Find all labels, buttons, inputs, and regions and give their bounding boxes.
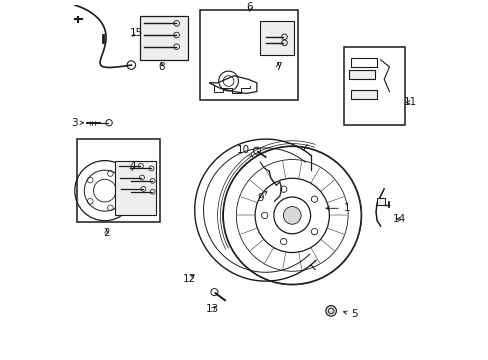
Text: 7: 7 xyxy=(274,62,281,72)
Text: 12: 12 xyxy=(183,274,196,284)
Circle shape xyxy=(325,306,336,316)
Text: 8: 8 xyxy=(158,62,164,72)
Text: 11: 11 xyxy=(403,97,416,107)
Text: 3: 3 xyxy=(71,118,83,128)
Polygon shape xyxy=(348,71,375,79)
Bar xyxy=(115,161,156,215)
Bar xyxy=(77,139,159,222)
Text: 2: 2 xyxy=(103,228,110,238)
Text: 6: 6 xyxy=(246,2,253,12)
Bar xyxy=(376,198,384,206)
Text: 4: 4 xyxy=(129,161,136,171)
Text: 15: 15 xyxy=(130,28,143,37)
Text: 14: 14 xyxy=(392,214,405,224)
Polygon shape xyxy=(350,90,376,99)
Text: 13: 13 xyxy=(205,304,219,314)
Circle shape xyxy=(283,207,301,224)
Bar xyxy=(343,48,405,125)
Text: 9: 9 xyxy=(257,191,266,203)
Text: 1: 1 xyxy=(325,203,349,213)
Bar xyxy=(140,15,187,60)
Bar xyxy=(200,10,297,100)
Text: 10: 10 xyxy=(237,145,253,157)
Text: 5: 5 xyxy=(343,309,357,319)
Bar xyxy=(260,21,293,54)
